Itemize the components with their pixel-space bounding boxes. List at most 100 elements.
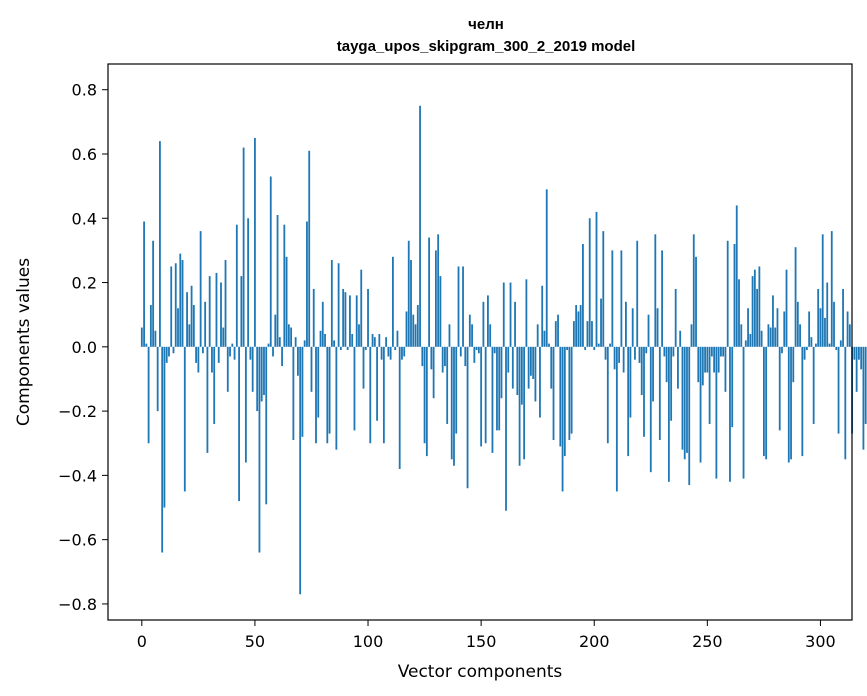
bar-116 (403, 346, 406, 357)
bar-38 (226, 346, 229, 392)
x-axis-ticks: 0 50 100 150 200 250 300 (137, 620, 836, 651)
bar-255 (717, 346, 720, 373)
bar-149 (477, 346, 480, 354)
bar-46 (244, 346, 247, 463)
bar-261 (731, 346, 734, 428)
bar-304 (828, 343, 831, 347)
bar-23 (192, 305, 195, 347)
bar-267 (744, 340, 747, 347)
bar-274 (760, 330, 763, 347)
bar-242 (688, 346, 691, 486)
bar-184 (557, 314, 559, 347)
x-tick-label: 50 (245, 632, 265, 651)
bar-268 (747, 308, 749, 347)
bar-163 (509, 282, 512, 347)
bar-1 (143, 221, 145, 347)
bar-105 (378, 333, 381, 347)
bar-284 (783, 311, 786, 347)
bar-137 (450, 346, 453, 460)
x-tick-label: 100 (353, 632, 384, 651)
y-tick-label: −0.8 (58, 595, 97, 614)
bar-106 (380, 346, 383, 360)
bar-70 (299, 346, 302, 595)
bar-231 (663, 346, 666, 357)
bar-217 (631, 308, 634, 347)
bar-138 (453, 346, 455, 466)
bar-31 (211, 346, 213, 373)
bar-123 (419, 105, 421, 347)
bar-169 (523, 346, 526, 460)
bar-148 (475, 346, 478, 351)
bar-129 (432, 346, 435, 399)
bar-84 (330, 260, 333, 347)
bar-140 (457, 266, 460, 347)
bar-209 (613, 346, 616, 370)
bar-157 (496, 346, 498, 431)
bar-119 (410, 260, 412, 347)
bar-115 (401, 346, 403, 360)
x-tick-label: 150 (466, 632, 497, 651)
bar-281 (776, 308, 779, 347)
bar-71 (301, 346, 304, 437)
bar-25 (197, 346, 200, 373)
bar-132 (439, 276, 442, 347)
bar-91 (346, 346, 349, 351)
bar-246 (697, 346, 700, 383)
bar-156 (493, 346, 496, 354)
bar-14 (172, 346, 175, 354)
bar-44 (240, 276, 243, 347)
bar-200 (593, 346, 596, 351)
bar-230 (661, 250, 663, 347)
bar-45 (242, 147, 245, 347)
bar-5 (152, 240, 155, 347)
bar-240 (683, 346, 686, 460)
bar-72 (303, 340, 306, 347)
bar-210 (615, 346, 618, 492)
bar-3 (147, 346, 150, 444)
bar-164 (511, 346, 514, 389)
bar-59 (274, 314, 277, 347)
bar-256 (720, 346, 722, 357)
bar-68 (294, 337, 297, 347)
bar-288 (792, 346, 795, 383)
bar-278 (769, 327, 772, 347)
bar-258 (724, 346, 727, 392)
bar-291 (799, 324, 801, 347)
bar-8 (159, 141, 161, 347)
bar-113 (396, 330, 399, 347)
bar-270 (751, 276, 754, 347)
bar-168 (520, 346, 523, 405)
y-tick-label: 0.6 (72, 145, 97, 164)
bar-88 (339, 346, 342, 351)
bar-0 (140, 327, 143, 347)
bar-34 (217, 346, 220, 363)
bar-92 (349, 295, 351, 347)
bar-192 (575, 305, 578, 347)
bar-130 (434, 250, 437, 347)
bar-221 (640, 346, 643, 396)
bar-136 (448, 324, 451, 347)
bar-181 (550, 346, 553, 389)
bar-214 (625, 301, 627, 347)
chart-title-line1: челн (468, 16, 504, 33)
y-tick-label: −0.2 (58, 402, 97, 421)
bar-223 (645, 346, 648, 354)
bar-112 (394, 346, 397, 351)
bar-318 (860, 346, 863, 370)
bar-289 (794, 247, 797, 347)
bar-188 (566, 346, 568, 351)
bar-145 (468, 314, 471, 347)
bar-37 (224, 260, 227, 347)
bar-206 (606, 346, 609, 444)
y-tick-label: 0.2 (72, 274, 97, 293)
bar-20 (186, 292, 188, 347)
bar-243 (690, 324, 693, 347)
bar-69 (297, 346, 299, 376)
bar-82 (326, 346, 329, 444)
bar-118 (407, 240, 410, 347)
bar-266 (742, 346, 745, 479)
bar-40 (231, 343, 234, 347)
chart-title-line2: tayga_upos_skipgram_300_2_2019 model (337, 38, 636, 55)
bar-235 (672, 346, 675, 357)
bar-298 (815, 343, 817, 347)
